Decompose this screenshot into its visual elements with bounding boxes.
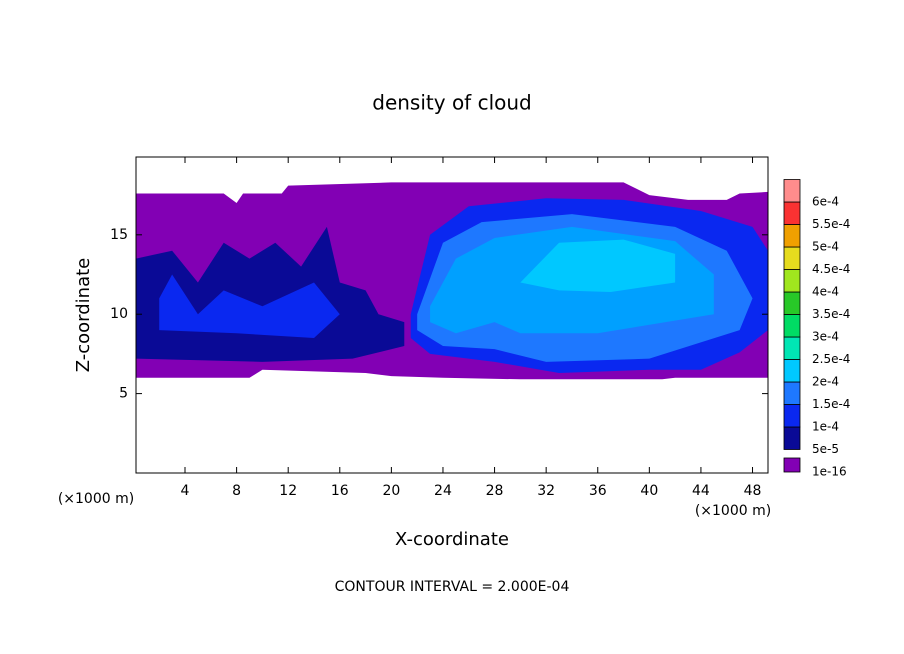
colorbar-label: 2e-4 [812,375,839,389]
x-tick-label: 8 [232,483,241,499]
colorbar-box [783,246,801,270]
colorbar-label: 1e-16 [812,465,847,479]
contour-region [520,239,676,292]
colorbar-label: 5e-4 [812,240,839,254]
colorbar-label: 4.5e-4 [812,262,850,276]
colorbar-box [783,201,801,225]
x-tick-label: 32 [537,483,555,499]
colorbar-label: 5.5e-4 [812,217,850,231]
x-axis-label: X-coordinate [395,529,509,550]
x-unit: (×1000 m) [695,503,771,519]
x-tick-label: 40 [640,483,658,499]
x-tick-label: 48 [744,483,762,499]
chart-title: density of cloud [372,91,531,115]
x-tick-label: 28 [486,483,504,499]
colorbar-box [783,179,801,203]
colorbar-label: 2.5e-4 [812,352,850,366]
colorbar-box [783,381,801,405]
colorbar-label: 6e-4 [812,195,839,209]
x-tick-label: 24 [434,483,452,499]
colorbar-box [783,269,801,293]
y-tick-label: 5 [119,386,128,402]
x-tick-label: 12 [279,483,297,499]
annotation: CONTOUR INTERVAL = 2.000E-04 [335,579,570,595]
colorbar-box [783,314,801,338]
colorbar-label: 3e-4 [812,330,839,344]
contour-region [159,274,340,339]
x-tick-label: 36 [589,483,607,499]
x-tick-label: 4 [181,483,190,499]
y-tick-label: 10 [110,306,128,322]
x-tick-label: 16 [331,483,349,499]
colorbar-label: 1e-4 [812,420,839,434]
colorbar-label: 5e-5 [812,442,839,456]
y-tick-label: 15 [110,227,128,243]
x-tick-label: 20 [382,483,400,499]
colorbar-box [783,336,801,360]
colorbar-box [783,359,801,383]
y-axis-label: Z-coordinate [73,258,94,373]
colorbar-label: 3.5e-4 [812,307,850,321]
colorbar-box [783,404,801,428]
colorbar-box [783,457,801,473]
colorbar-label: 1.5e-4 [812,397,850,411]
plot-frame [135,156,769,474]
colorbar-box [783,224,801,248]
colorbar-box [783,426,801,450]
y-unit: (×1000 m) [58,491,134,507]
colorbar-box [783,291,801,315]
x-tick-label: 44 [692,483,710,499]
colorbar-label: 4e-4 [812,285,839,299]
